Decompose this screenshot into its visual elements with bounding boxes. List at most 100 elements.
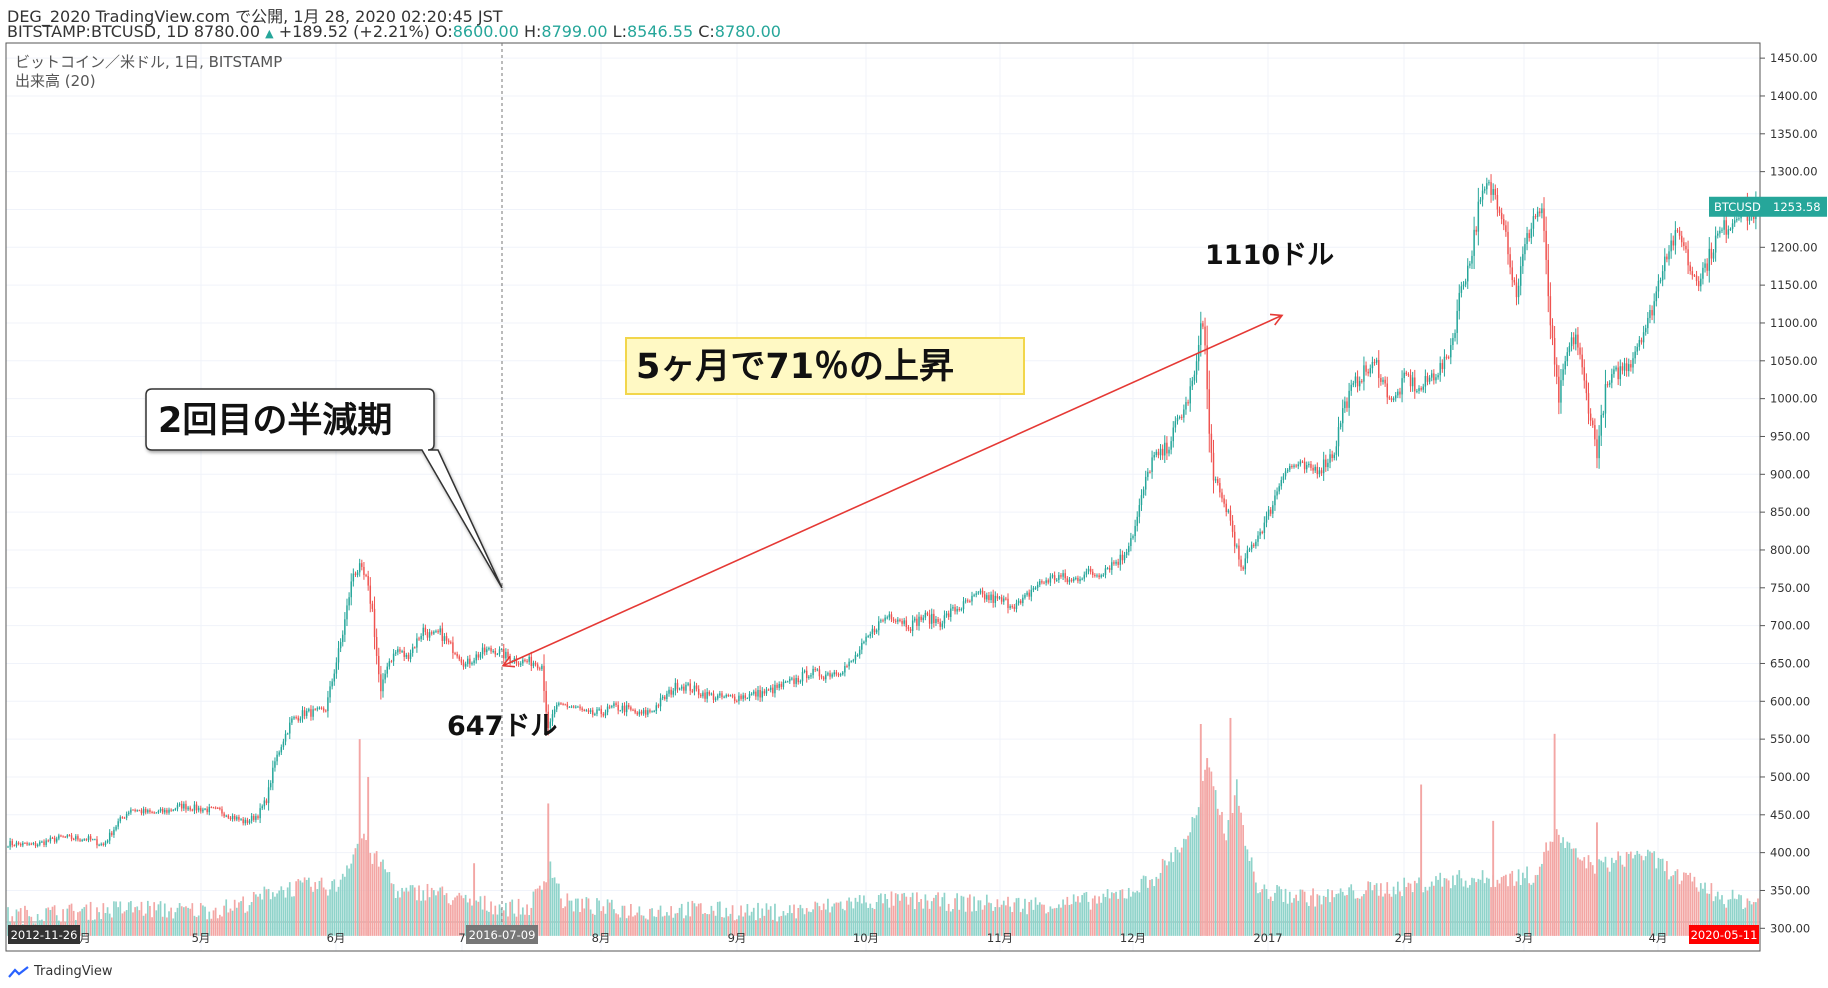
candle-body: [1335, 446, 1338, 455]
candle-body: [960, 609, 963, 611]
volume-bar: [1396, 881, 1399, 936]
candle-body: [183, 803, 185, 809]
volume-bar: [1094, 895, 1096, 936]
candle-body: [668, 689, 670, 694]
candle-body: [193, 804, 196, 811]
volume-bar: [1019, 912, 1022, 936]
volume-bar: [1356, 897, 1359, 936]
volume-bar: [240, 901, 242, 936]
volume-bar: [1721, 895, 1723, 936]
candle-body: [1375, 359, 1378, 363]
candle-body: [1043, 582, 1045, 584]
candle-body: [659, 698, 662, 707]
volume-bar: [1672, 875, 1675, 936]
candle-body: [435, 630, 437, 632]
candle-body: [657, 705, 660, 707]
volume-bar: [890, 891, 893, 936]
candle-body: [223, 813, 225, 817]
price-tick-label: 1350.00: [1770, 127, 1818, 141]
candle-body: [1447, 357, 1450, 359]
candle-body: [214, 807, 217, 809]
candle-body: [1568, 346, 1571, 353]
open-label: O:: [435, 22, 453, 41]
volume-bar: [1515, 881, 1518, 936]
candle-body: [1024, 594, 1026, 598]
volume-bar: [918, 902, 920, 936]
candle-body: [1426, 376, 1429, 382]
volume-bar: [767, 909, 770, 936]
candle-body: [1066, 578, 1069, 583]
candle-body: [475, 654, 477, 661]
volume-bar: [1524, 878, 1526, 936]
volume-bar: [255, 894, 257, 936]
candle-body: [380, 674, 382, 692]
volume-bar: [725, 907, 728, 936]
candle-body: [1331, 454, 1333, 459]
candle-body: [589, 710, 592, 712]
candle-body: [477, 654, 480, 658]
candle-body: [452, 642, 454, 654]
candle-body: [1369, 368, 1372, 374]
candle-body: [1723, 220, 1725, 230]
volume-bar: [574, 898, 577, 936]
volume-bar: [1308, 905, 1310, 936]
volume-bar: [110, 917, 113, 936]
candle-body: [1507, 231, 1509, 255]
candle-body: [547, 711, 549, 728]
candle-body: [204, 808, 206, 810]
candle-body: [299, 718, 302, 721]
candle-body: [1189, 386, 1191, 404]
candle-body: [1397, 391, 1399, 396]
candle-body: [1530, 228, 1533, 239]
candle-body: [320, 707, 323, 709]
volume-bar: [983, 905, 986, 936]
candle-body: [1486, 183, 1488, 190]
volume-bar: [1007, 896, 1009, 936]
candle-body: [414, 647, 416, 649]
candle-body: [1060, 575, 1062, 577]
volume-bar: [892, 905, 895, 936]
volume-bar: [271, 892, 274, 936]
volume-bar: [223, 905, 225, 936]
volume-bar: [471, 905, 473, 936]
volume-bar: [509, 901, 511, 936]
candle-body: [1719, 230, 1721, 234]
volume-bar: [1649, 851, 1651, 936]
volume-bar: [1375, 883, 1378, 936]
volume-bar: [555, 883, 558, 936]
candle-body: [132, 809, 134, 811]
candle-body: [62, 836, 64, 838]
volume-bar: [1344, 895, 1346, 936]
candle-body: [1405, 372, 1408, 375]
volume-bar: [869, 903, 872, 936]
candle-body: [947, 613, 950, 617]
price-tick-label: 1450.00: [1770, 51, 1818, 65]
candle-body: [886, 617, 888, 619]
candle-body: [293, 717, 295, 719]
candle-body: [753, 691, 755, 694]
candle-body: [1119, 554, 1122, 565]
volume-bar: [1716, 891, 1719, 936]
volume-bar: [286, 887, 289, 936]
candle-body: [994, 595, 997, 603]
candle-body: [202, 809, 204, 812]
tradingview-footer[interactable]: TradingView: [8, 964, 113, 979]
candle-body: [759, 689, 761, 698]
candle-body: [388, 661, 391, 667]
candle-body: [727, 694, 730, 696]
volume-bar: [1663, 871, 1666, 936]
candle-body: [903, 620, 905, 624]
volume-bar: [687, 901, 689, 936]
candle-body: [1536, 211, 1539, 217]
volume-bar: [545, 882, 547, 936]
volume-bar: [708, 914, 711, 936]
volume-bar: [89, 901, 92, 936]
volume-bar: [1002, 900, 1005, 936]
volume-bar: [680, 903, 683, 936]
candle-body: [187, 807, 189, 810]
candle-body: [1592, 420, 1594, 426]
volume-bar: [411, 885, 414, 936]
volume-bar: [153, 902, 156, 936]
candle-body: [47, 840, 49, 842]
